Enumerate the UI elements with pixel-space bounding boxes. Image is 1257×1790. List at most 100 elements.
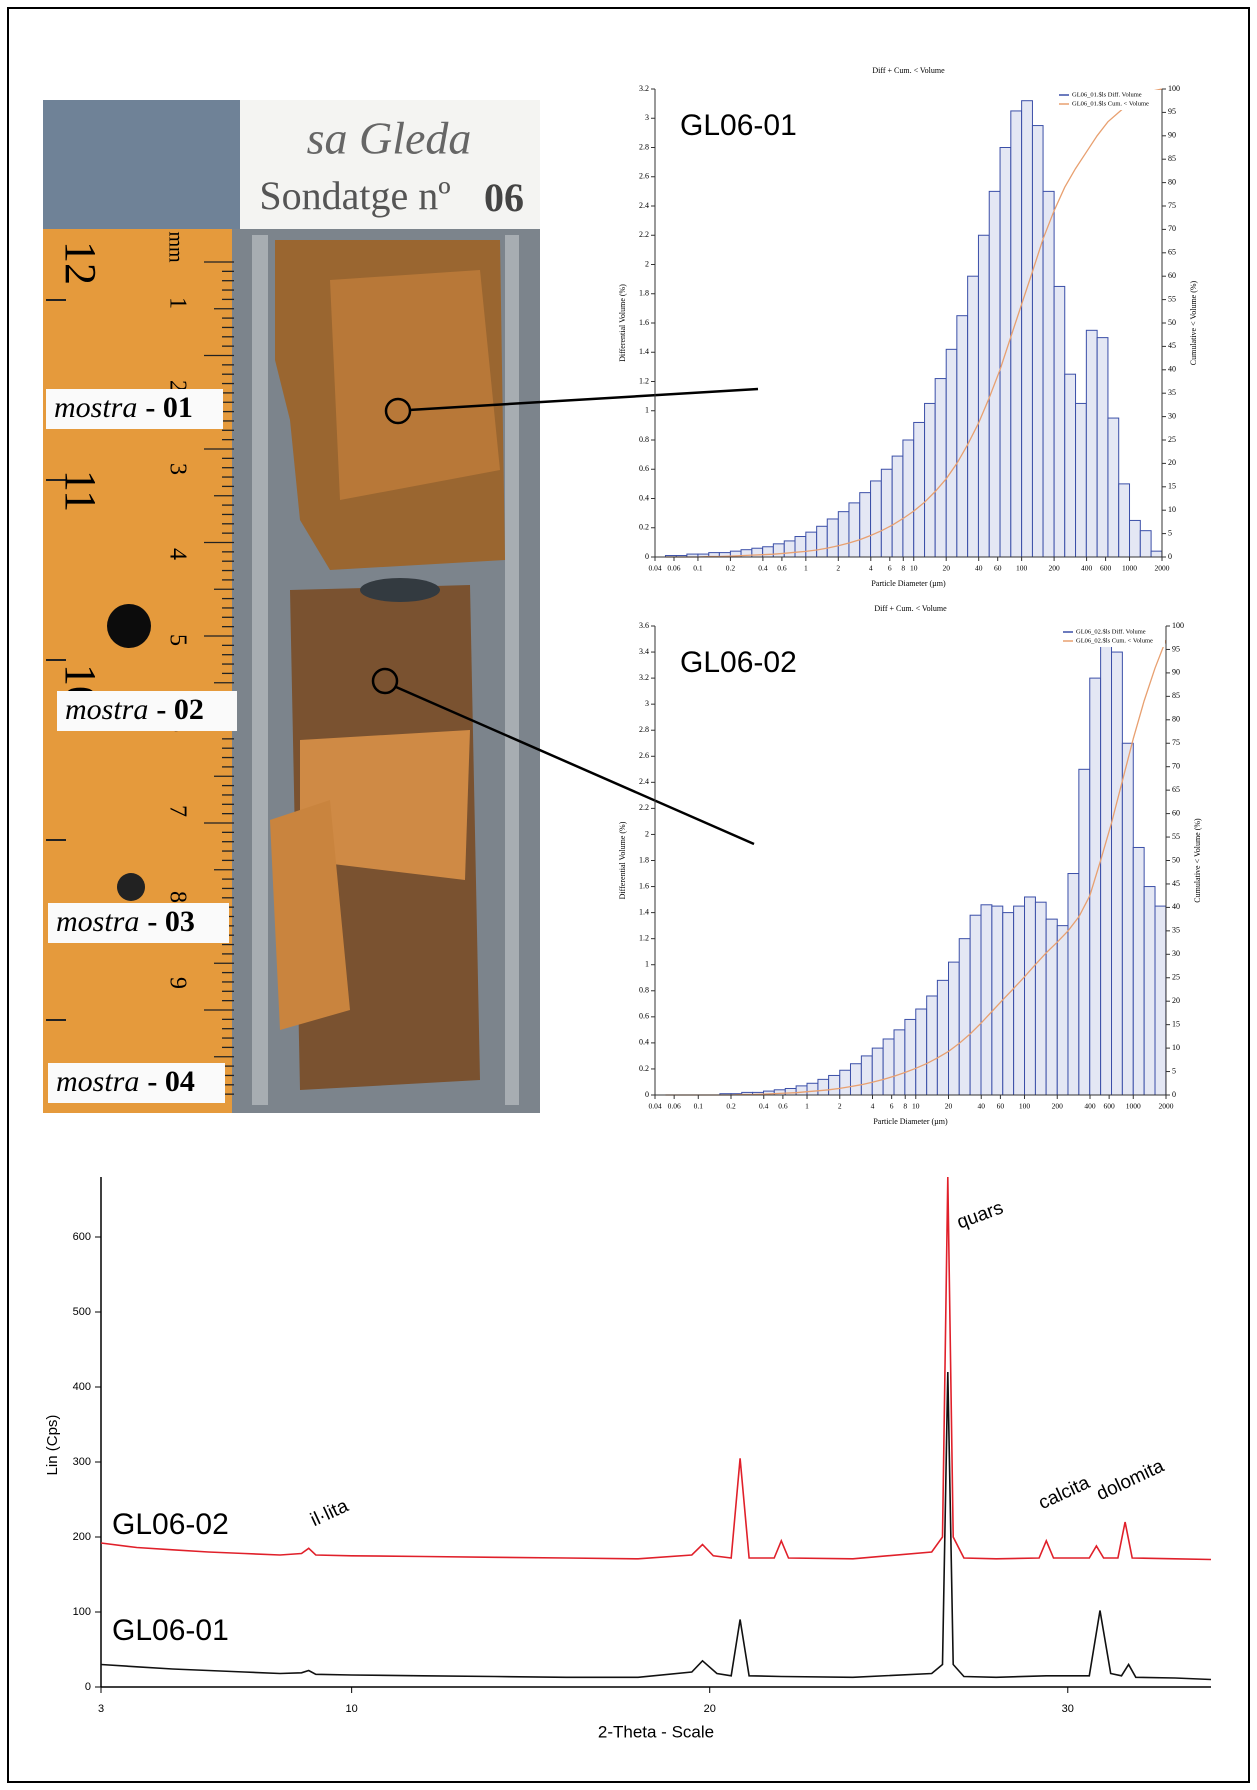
- void: [360, 578, 440, 602]
- histogram-bar: [1014, 906, 1025, 1095]
- y2-tick-label: 40: [1168, 365, 1176, 374]
- y2-tick-label: 55: [1172, 832, 1180, 841]
- histogram-bar: [871, 481, 882, 557]
- sample-label: mostra- 03: [56, 905, 195, 938]
- histogram-bar: [860, 493, 871, 557]
- y2-tick-label: 85: [1168, 154, 1176, 163]
- y-tick-label: 1.2: [639, 933, 649, 942]
- x-tick-label: 3: [98, 1703, 104, 1715]
- y-tick-label: 1: [645, 960, 649, 969]
- histogram-bar: [807, 1083, 818, 1095]
- y2-tick-label: 90: [1168, 131, 1176, 140]
- y-tick-label: 2.4: [639, 201, 649, 210]
- histogram-bar: [946, 349, 957, 557]
- y-tick-label: 100: [73, 1606, 91, 1618]
- y2-tick-label: 25: [1172, 973, 1180, 982]
- y2-tick-label: 95: [1172, 644, 1180, 653]
- y-tick-label: 1: [645, 406, 649, 415]
- x-tick-label: 8: [901, 564, 905, 573]
- y-tick-label: 3.6: [639, 621, 649, 630]
- x-tick-label: 0.4: [759, 1102, 769, 1111]
- y-tick-label: 0.4: [639, 493, 649, 502]
- x-tick-label: 100: [1019, 1102, 1031, 1111]
- histogram-bar: [1119, 484, 1130, 557]
- histogram-bar: [1032, 126, 1043, 557]
- histogram-bar: [981, 905, 992, 1095]
- core-photo: sa Gleda Sondatge nº 06 mm: [43, 100, 540, 1113]
- x-tick-label: 200: [1048, 564, 1060, 573]
- x-tick-label: 2000: [1159, 1102, 1174, 1111]
- y2-tick-label: 80: [1168, 177, 1176, 186]
- histogram-bar: [1022, 101, 1033, 557]
- y-tick-label: 0: [85, 1681, 91, 1693]
- histogram-bar: [916, 1009, 927, 1095]
- histogram-bar: [949, 962, 960, 1095]
- y-tick-label: 2.2: [639, 803, 649, 812]
- y2-tick-label: 10: [1172, 1043, 1180, 1052]
- y-tick-label: 3: [645, 699, 649, 708]
- x-tick-label: 0.4: [758, 564, 768, 573]
- y2-tick-label: 100: [1168, 84, 1180, 93]
- y2-tick-label: 60: [1168, 271, 1176, 280]
- y2-tick-label: 60: [1172, 808, 1180, 817]
- histogram-bar: [763, 547, 774, 557]
- ruler-mm-label: 5: [164, 634, 190, 646]
- sample-label: mostra- 02: [65, 693, 204, 726]
- y2-tick-label: 20: [1172, 996, 1180, 1005]
- histogram-bar: [925, 403, 936, 557]
- histogram-bar: [1144, 887, 1155, 1095]
- x-tick-label: 30: [1062, 1703, 1074, 1715]
- y2-tick-label: 5: [1168, 528, 1172, 537]
- x-tick-label: 0.06: [668, 1102, 681, 1111]
- sample-id: - 04: [147, 1065, 195, 1098]
- histogram-bar: [827, 519, 838, 557]
- histogram-bar: [970, 915, 981, 1095]
- y-tick-label: 300: [73, 1456, 91, 1468]
- y-tick-label: 2.8: [639, 725, 649, 734]
- y-tick-label: 3.2: [639, 673, 649, 682]
- y2-tick-label: 35: [1168, 388, 1176, 397]
- x-tick-label: 400: [1081, 564, 1093, 573]
- x-tick-label: 10: [346, 1703, 358, 1715]
- x-tick-label: 10: [910, 564, 918, 573]
- x-tick-label: 6: [890, 1102, 894, 1111]
- ruler-mm-label: 9: [164, 977, 190, 989]
- histogram-bar: [1054, 286, 1065, 557]
- histogram-bar: [806, 532, 817, 557]
- histogram-bar: [796, 1086, 807, 1095]
- sample-name: mostra: [54, 391, 137, 424]
- place-name: sa Gleda: [307, 113, 472, 164]
- x-tick-label: 0.04: [648, 1102, 661, 1111]
- y-axis-label: Differential Volume (%): [618, 821, 627, 899]
- histogram-bar: [773, 544, 784, 557]
- ruler-mm-label: 1: [164, 297, 190, 309]
- y-tick-label: 0.6: [639, 1012, 649, 1021]
- x-tick-label: 20: [942, 564, 950, 573]
- y2-tick-label: 0: [1168, 552, 1172, 561]
- histogram-bar: [903, 440, 914, 557]
- histogram-bar: [914, 422, 925, 557]
- x-tick-label: 0.2: [726, 564, 736, 573]
- histogram-bar: [795, 537, 806, 557]
- y2-tick-label: 40: [1172, 902, 1180, 911]
- y-tick-label: 400: [73, 1381, 91, 1393]
- y-tick-label: 600: [73, 1231, 91, 1243]
- y2-tick-label: 90: [1172, 668, 1180, 677]
- y-tick-label: 0.2: [639, 1064, 649, 1073]
- ruler-mm-label: 7: [164, 805, 190, 817]
- y-tick-label: 1.8: [639, 289, 649, 298]
- x-tick-label: 6: [888, 564, 892, 573]
- x-tick-label: 100: [1016, 564, 1028, 573]
- y2-tick-label: 50: [1172, 855, 1180, 864]
- y-tick-label: 0.8: [639, 986, 649, 995]
- x-tick-label: 4: [869, 564, 873, 573]
- histogram-bar: [840, 1070, 851, 1095]
- histogram-bar: [959, 939, 970, 1095]
- histogram-bar: [1140, 531, 1151, 557]
- histogram-bar: [774, 1090, 785, 1095]
- x-tick-label: 2000: [1155, 564, 1170, 573]
- x-tick-label: 400: [1084, 1102, 1096, 1111]
- y-tick-label: 2.8: [639, 142, 649, 151]
- y-tick-label: 2: [645, 259, 649, 268]
- y-tick-label: 0.4: [639, 1038, 649, 1047]
